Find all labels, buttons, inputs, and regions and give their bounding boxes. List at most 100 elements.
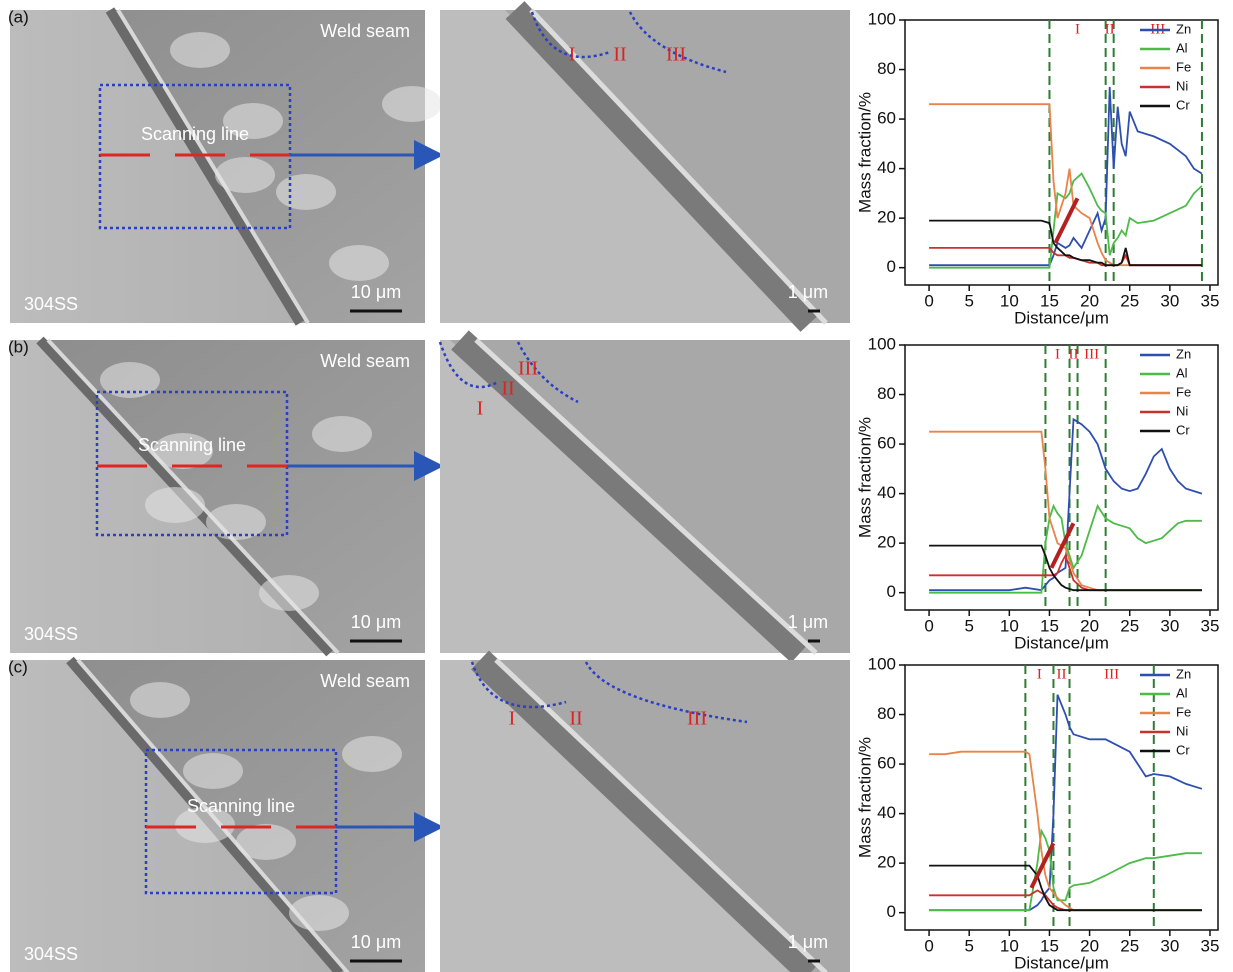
- x-tick-label: 0: [924, 616, 933, 635]
- phase-blob: [259, 575, 319, 611]
- scale-label: 10 μm: [351, 282, 401, 302]
- x-axis-label: Distance/μm: [1014, 633, 1109, 652]
- series-line: [929, 866, 1202, 911]
- phase-blob: [329, 245, 389, 281]
- legend-label: Zn: [1176, 346, 1191, 361]
- y-tick-label: 80: [877, 704, 896, 723]
- x-tick-label: 5: [964, 616, 973, 635]
- x-tick-label: 30: [1160, 616, 1179, 635]
- zone-label: III: [518, 358, 538, 380]
- y-tick-label: 100: [868, 654, 896, 673]
- phase-blob: [312, 416, 372, 452]
- zone-label: I: [569, 44, 576, 66]
- y-axis-label: Mass fraction/%: [855, 417, 874, 538]
- series-line: [929, 419, 1202, 590]
- y-tick-label: 100: [868, 9, 896, 28]
- zone-label: II: [501, 378, 514, 400]
- region-label: I: [1037, 666, 1042, 682]
- legend-label: Cr: [1176, 422, 1190, 437]
- region-label: Weld seam: [320, 671, 410, 691]
- legend-label: Zn: [1176, 666, 1191, 681]
- substrate-label: 304SS: [24, 624, 78, 644]
- x-tick-label: 25: [1120, 291, 1139, 310]
- zone-label: III: [666, 44, 686, 66]
- scale-label: 10 μm: [351, 932, 401, 952]
- y-tick-label: 40: [877, 158, 896, 177]
- legend-label: Fe: [1176, 59, 1191, 74]
- phase-blob: [145, 487, 205, 523]
- y-tick-label: 0: [887, 582, 896, 601]
- y-axis-label: Mass fraction/%: [855, 92, 874, 213]
- legend-label: Fe: [1176, 384, 1191, 399]
- phase-blob: [342, 736, 402, 772]
- phase-blob: [215, 157, 275, 193]
- y-tick-label: 60: [877, 434, 896, 453]
- scale-label: 1 μm: [788, 932, 828, 952]
- x-tick-label: 5: [964, 936, 973, 955]
- x-tick-label: 30: [1160, 936, 1179, 955]
- panel-label: (c): [8, 657, 28, 676]
- phase-blob: [236, 824, 296, 860]
- phase-blob: [382, 86, 442, 122]
- region-label: II: [1057, 666, 1067, 682]
- y-axis-label: Mass fraction/%: [855, 737, 874, 858]
- legend-label: Ni: [1176, 723, 1188, 738]
- x-axis-label: Distance/μm: [1014, 308, 1109, 327]
- legend-label: Fe: [1176, 704, 1191, 719]
- y-tick-label: 100: [868, 334, 896, 353]
- region-label: II: [1069, 346, 1079, 362]
- x-tick-label: 25: [1120, 936, 1139, 955]
- y-tick-label: 20: [877, 853, 896, 872]
- y-tick-label: 0: [887, 902, 896, 921]
- scan-label: Scanning line: [138, 435, 246, 455]
- zone-label: II: [613, 44, 626, 66]
- scale-label: 1 μm: [788, 612, 828, 632]
- legend-label: Ni: [1176, 78, 1188, 93]
- substrate-label: 304SS: [24, 294, 78, 314]
- legend-label: Cr: [1176, 97, 1190, 112]
- y-tick-label: 80: [877, 59, 896, 78]
- zone-label: I: [477, 398, 484, 420]
- y-tick-label: 20: [877, 208, 896, 227]
- legend-label: Ni: [1176, 403, 1188, 418]
- x-tick-label: 30: [1160, 291, 1179, 310]
- x-tick-label: 5: [964, 291, 973, 310]
- zone-label: II: [569, 708, 582, 730]
- x-axis-label: Distance/μm: [1014, 953, 1109, 972]
- pointer-arrow: [1055, 198, 1077, 243]
- region-label: II: [1105, 21, 1115, 37]
- y-tick-label: 40: [877, 803, 896, 822]
- y-tick-label: 80: [877, 384, 896, 403]
- substrate-label: 304SS: [24, 944, 78, 964]
- phase-blob: [183, 753, 243, 789]
- zone-label: III: [687, 708, 707, 730]
- panel-label: (a): [8, 7, 29, 26]
- region-label: Weld seam: [320, 351, 410, 371]
- x-tick-label: 0: [924, 936, 933, 955]
- y-tick-label: 0: [887, 257, 896, 276]
- x-tick-label: 25: [1120, 616, 1139, 635]
- y-tick-label: 20: [877, 533, 896, 552]
- phase-blob: [289, 895, 349, 931]
- zone-label: I: [509, 708, 516, 730]
- series-line: [929, 221, 1202, 266]
- phase-blob: [276, 174, 336, 210]
- legend-label: Al: [1176, 685, 1188, 700]
- x-tick-label: 35: [1201, 936, 1220, 955]
- legend-label: Al: [1176, 40, 1188, 55]
- scan-label: Scanning line: [187, 796, 295, 816]
- series-line: [929, 87, 1202, 265]
- region-label: III: [1104, 666, 1119, 682]
- series-line: [929, 104, 1202, 265]
- scale-label: 10 μm: [351, 612, 401, 632]
- region-label: I: [1055, 346, 1060, 362]
- y-tick-label: 40: [877, 483, 896, 502]
- series-line: [929, 695, 1202, 911]
- phase-blob: [130, 682, 190, 718]
- figure: (a)Weld seamScanning line304SS10 μmIIIII…: [0, 0, 1233, 972]
- legend-label: Cr: [1176, 742, 1190, 757]
- phase-blob: [170, 32, 230, 68]
- series-line: [929, 831, 1202, 910]
- legend-label: Al: [1176, 365, 1188, 380]
- x-tick-label: 35: [1201, 291, 1220, 310]
